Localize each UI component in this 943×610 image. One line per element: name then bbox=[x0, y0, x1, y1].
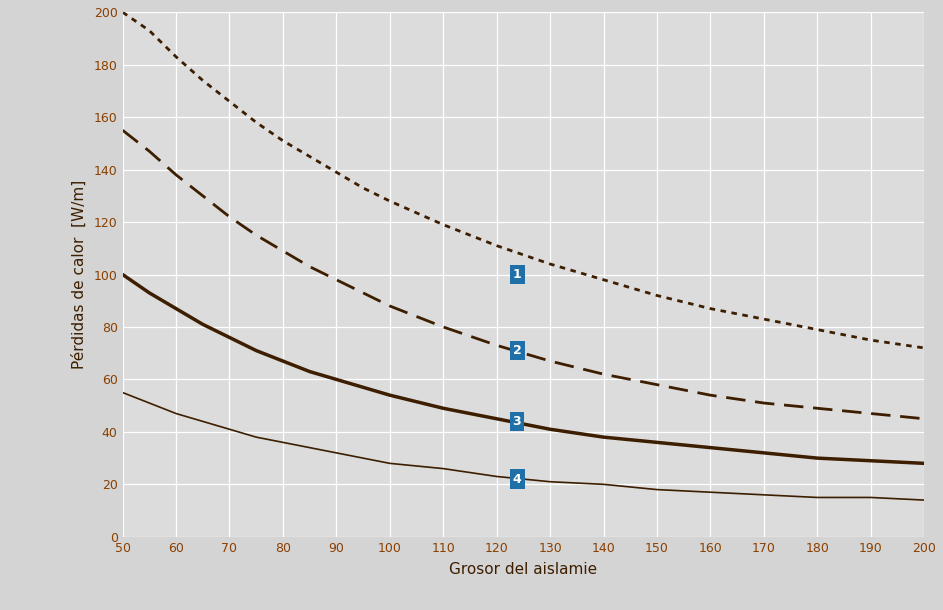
Text: 2: 2 bbox=[513, 344, 521, 357]
X-axis label: Grosor del aislamie: Grosor del aislamie bbox=[449, 562, 598, 576]
Y-axis label: Pérdidas de calor  [W/m]: Pérdidas de calor [W/m] bbox=[72, 180, 87, 369]
Text: 3: 3 bbox=[513, 415, 521, 428]
Text: 4: 4 bbox=[513, 473, 521, 486]
Text: 1: 1 bbox=[513, 268, 521, 281]
